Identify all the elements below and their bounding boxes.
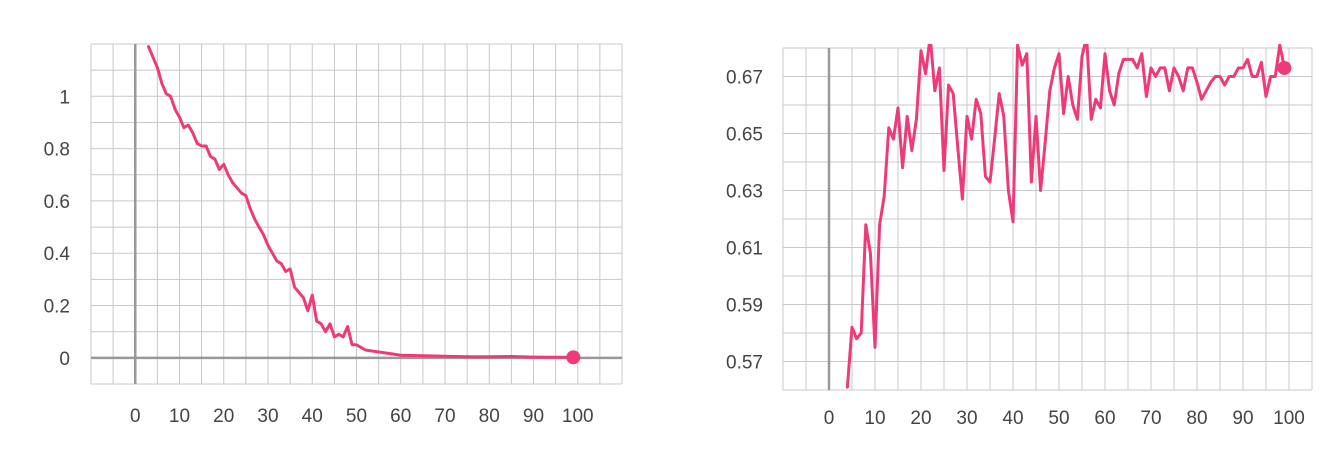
x-tick-label: 100: [1273, 408, 1305, 429]
x-tick-label: 80: [479, 406, 500, 427]
x-tick-label: 0: [824, 408, 835, 429]
y-tick-label: 0.4: [44, 244, 71, 265]
x-tick-label: 20: [910, 408, 931, 429]
series-line: [147, 45, 575, 359]
y-tick-label: 0.59: [726, 296, 763, 317]
x-tick-label: 10: [169, 406, 190, 427]
x-tick-label: 20: [213, 406, 234, 427]
x-tick-label: 30: [956, 408, 977, 429]
x-tick-label: 90: [523, 406, 544, 427]
x-tick-label: 70: [1140, 408, 1161, 429]
y-tick-label: 0.61: [726, 239, 763, 260]
x-tick-label: 90: [1232, 408, 1253, 429]
series-line: [845, 44, 1286, 389]
x-tick-label: 0: [130, 406, 141, 427]
y-tick-label: 0.57: [726, 353, 763, 374]
accuracy-chart: 0 10 20 30 40 50 60 70 80 90 100 0.57 0.59 0.61 0.63 0.…: [726, 44, 1313, 430]
grid: [782, 47, 1313, 391]
y-tick-label: 0.6: [44, 192, 70, 213]
y-tick-label: 0.63: [726, 182, 763, 203]
x-tick-label: 30: [257, 406, 278, 427]
x-tick-label: 50: [346, 406, 367, 427]
tick-labels: 0 10 20 30 40 50 60 70 80 90 100 0 0.2 0.4 0.6 0.8 1: [44, 87, 594, 427]
tick-labels: 0 10 20 30 40 50 60 70 80 90 100 0.57 0.59 0.61 0.63 0.…: [726, 68, 1305, 430]
y-tick-label: 0.8: [44, 140, 70, 161]
y-tick-label: 0: [59, 349, 70, 370]
x-tick-label: 80: [1186, 408, 1207, 429]
x-tick-label: 100: [562, 406, 594, 427]
x-tick-label: 40: [302, 406, 323, 427]
y-tick-label: 0.67: [726, 68, 763, 89]
loss-chart: 0 10 20 30 40 50 60 70 80 90 100 0 0.2 0.4 0.6 0.8 1: [44, 43, 623, 427]
series-end-point: [566, 350, 581, 365]
grid: [90, 43, 623, 385]
x-tick-label: 40: [1002, 408, 1023, 429]
x-tick-label: 50: [1048, 408, 1069, 429]
series-end-point: [1277, 60, 1292, 75]
x-tick-label: 60: [390, 406, 411, 427]
y-tick-label: 1: [59, 87, 70, 108]
x-tick-label: 70: [434, 406, 455, 427]
x-tick-label: 60: [1094, 408, 1115, 429]
x-tick-label: 10: [864, 408, 885, 429]
y-tick-label: 0.65: [726, 125, 763, 146]
y-tick-label: 0.2: [44, 297, 70, 318]
